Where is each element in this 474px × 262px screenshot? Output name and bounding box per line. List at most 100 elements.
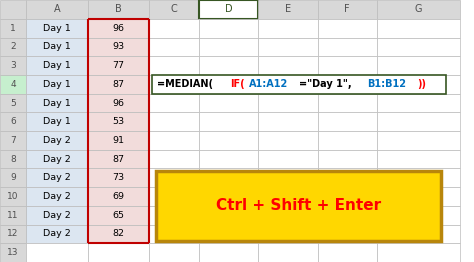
Text: Day 2: Day 2 — [43, 136, 71, 145]
Bar — [26, 37, 88, 56]
Bar — [149, 37, 199, 56]
Text: A: A — [54, 4, 60, 14]
Text: 8: 8 — [10, 155, 16, 164]
Bar — [0, 206, 26, 225]
Bar — [0, 37, 26, 56]
Bar — [149, 150, 199, 168]
Text: A1:A12: A1:A12 — [248, 79, 288, 89]
Bar — [199, 0, 258, 19]
Text: 10: 10 — [7, 192, 19, 201]
Bar — [377, 112, 460, 131]
Text: 77: 77 — [112, 61, 125, 70]
Text: Day 1: Day 1 — [43, 61, 71, 70]
Bar — [88, 56, 149, 75]
Bar — [258, 0, 318, 19]
Bar — [0, 150, 26, 168]
Text: D: D — [225, 4, 233, 14]
Text: Day 2: Day 2 — [43, 155, 71, 164]
Bar — [0, 75, 26, 94]
Bar — [258, 112, 318, 131]
Bar — [26, 206, 88, 225]
Bar — [88, 187, 149, 206]
Bar — [258, 19, 318, 37]
Text: 96: 96 — [112, 24, 125, 33]
Bar — [318, 150, 377, 168]
Bar — [88, 225, 149, 243]
Bar — [318, 206, 377, 225]
Text: Day 2: Day 2 — [43, 230, 71, 238]
Text: Day 1: Day 1 — [43, 80, 71, 89]
Bar — [258, 187, 318, 206]
Text: 91: 91 — [112, 136, 125, 145]
Bar — [26, 131, 88, 150]
Bar — [149, 131, 199, 150]
Text: ="Day 1",: ="Day 1", — [299, 79, 352, 89]
Text: F: F — [345, 4, 350, 14]
Text: 96: 96 — [112, 99, 125, 107]
Bar — [377, 243, 460, 262]
Bar — [258, 168, 318, 187]
Bar — [199, 94, 258, 112]
Text: IF(: IF( — [229, 79, 244, 89]
Bar — [258, 37, 318, 56]
Bar — [149, 225, 199, 243]
Bar — [0, 225, 26, 243]
Bar — [199, 37, 258, 56]
Bar — [318, 75, 377, 94]
Bar — [88, 243, 149, 262]
Bar — [377, 0, 460, 19]
Text: Day 2: Day 2 — [43, 192, 71, 201]
Bar — [318, 187, 377, 206]
Bar — [199, 150, 258, 168]
Bar — [149, 56, 199, 75]
Bar — [258, 56, 318, 75]
Bar — [0, 56, 26, 75]
Bar — [377, 150, 460, 168]
Bar — [149, 94, 199, 112]
Text: 13: 13 — [7, 248, 19, 257]
Text: Day 1: Day 1 — [43, 42, 71, 51]
Bar — [377, 131, 460, 150]
Bar — [149, 168, 199, 187]
Text: B1:B12: B1:B12 — [367, 79, 406, 89]
Text: 53: 53 — [112, 117, 125, 126]
Bar — [258, 225, 318, 243]
Bar — [318, 243, 377, 262]
Bar — [149, 112, 199, 131]
Bar — [377, 225, 460, 243]
Bar — [26, 168, 88, 187]
Bar — [0, 94, 26, 112]
Bar — [199, 131, 258, 150]
Bar — [149, 19, 199, 37]
Text: 4: 4 — [10, 80, 16, 89]
Bar — [318, 112, 377, 131]
Bar — [199, 225, 258, 243]
Bar — [0, 168, 26, 187]
Bar — [377, 37, 460, 56]
Text: G: G — [415, 4, 422, 14]
Bar — [88, 112, 149, 131]
Text: 3: 3 — [10, 61, 16, 70]
Bar — [199, 243, 258, 262]
Bar — [26, 243, 88, 262]
Bar — [26, 150, 88, 168]
Bar — [149, 187, 199, 206]
Bar — [88, 37, 149, 56]
Text: 87: 87 — [112, 155, 125, 164]
Bar — [377, 168, 460, 187]
Text: 9: 9 — [10, 173, 16, 182]
Text: )): )) — [418, 79, 427, 89]
Bar — [318, 19, 377, 37]
Bar — [88, 19, 149, 37]
Text: Ctrl + Shift + Enter: Ctrl + Shift + Enter — [216, 198, 381, 213]
Text: Day 2: Day 2 — [43, 173, 71, 182]
Bar — [88, 0, 149, 19]
Bar — [26, 94, 88, 112]
Bar — [88, 168, 149, 187]
Text: Day 1: Day 1 — [43, 117, 71, 126]
Text: Day 2: Day 2 — [43, 211, 71, 220]
Bar — [0, 0, 26, 19]
Bar — [26, 75, 88, 94]
Bar — [258, 206, 318, 225]
Bar — [199, 112, 258, 131]
